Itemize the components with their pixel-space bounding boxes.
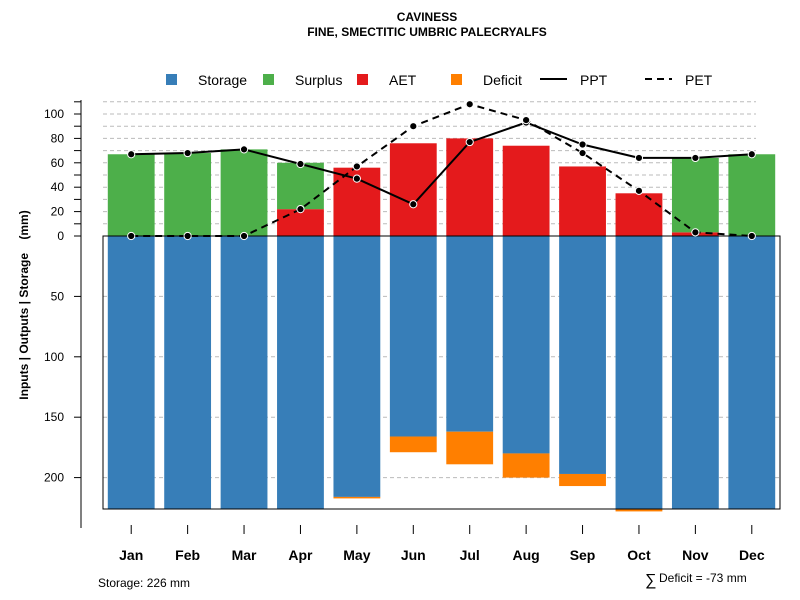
storage-bar-jan	[107, 236, 155, 509]
storage-note: Storage: 226 mm	[98, 576, 190, 590]
aet-bar-oct	[615, 193, 663, 236]
y-tick-label: 100	[44, 350, 64, 364]
pet-point-dec	[747, 231, 756, 241]
aet-bar-apr	[277, 209, 324, 236]
surplus-bar-dec	[728, 154, 776, 236]
deficit-bar-may	[333, 496, 381, 499]
aet-bar-aug	[502, 145, 550, 236]
pet-point-feb	[183, 231, 192, 241]
deficit-bar-jun	[389, 436, 437, 453]
surplus-bar-feb	[164, 153, 212, 236]
x-tick-label-jul: Jul	[460, 547, 480, 563]
storage-bar-mar	[220, 236, 268, 509]
x-tick-label-mar: Mar	[232, 547, 257, 563]
legend-swatch-deficit	[451, 74, 462, 85]
pet-point-may	[352, 162, 361, 171]
ppt-point-dec	[747, 150, 756, 159]
pet-point-jan	[127, 231, 136, 241]
ppt-point-nov	[691, 153, 700, 163]
ppt-point-feb	[183, 148, 192, 158]
y-tick-label: 50	[51, 289, 65, 303]
axes: 0 20 40 60 80 100 50 100 150 200 Jan Feb Mar Apr May Ju…	[44, 100, 765, 563]
deficit-symbol: ∑	[645, 572, 656, 589]
ppt-point-may	[352, 174, 361, 183]
ppt-point-jun	[409, 200, 418, 209]
storage-bar-feb	[164, 236, 212, 509]
pet-point-jul	[465, 100, 474, 109]
storage-bar-oct	[615, 236, 663, 509]
x-tick-label-aug: Aug	[513, 547, 540, 563]
pet-point-mar	[239, 231, 249, 241]
x-tick-label-jun: Jun	[401, 547, 426, 563]
surplus-bar-apr	[277, 162, 324, 210]
storage-bar-apr	[277, 236, 324, 509]
deficit-bar-aug	[502, 453, 550, 478]
pet-line	[131, 103, 752, 237]
legend-swatch-surplus	[263, 74, 274, 85]
aet-bar-jun	[389, 143, 437, 236]
ppt-point-apr	[296, 159, 305, 169]
storage-bar-nov	[671, 236, 719, 509]
pet-point-nov	[691, 228, 700, 237]
surplus-bar-mar	[220, 149, 268, 236]
storage-bar-dec	[728, 236, 776, 509]
plot-frame	[102, 235, 781, 510]
pet-point-apr	[296, 205, 305, 214]
x-tick-label-may: May	[343, 547, 370, 563]
x-tick-label-oct: Oct	[627, 547, 651, 563]
deficit-bar-sep	[559, 473, 606, 487]
y-tick-label: 20	[51, 205, 65, 219]
ppt-point-oct	[634, 153, 644, 163]
surplus-bar-jan	[107, 154, 155, 236]
pet-point-jun	[409, 122, 418, 131]
y-tick-label: 0	[57, 229, 64, 243]
y-tick-label: 200	[44, 471, 64, 485]
legend-label-pet: PET	[685, 72, 713, 88]
chart-title: CAVINESS	[397, 10, 457, 24]
storage-bar-jul	[446, 236, 494, 432]
pet-point-aug	[522, 116, 531, 125]
legend-label-ppt: PPT	[580, 72, 608, 88]
x-tick-label-jan: Jan	[119, 547, 143, 563]
ppt-point-jan	[127, 150, 136, 159]
legend-label-aet: AET	[389, 72, 417, 88]
x-tick-label-dec: Dec	[739, 547, 765, 563]
legend-swatch-aet	[357, 74, 368, 85]
y-tick-label: 150	[44, 410, 64, 424]
legend-label-storage: Storage	[198, 72, 247, 88]
bars	[107, 138, 776, 512]
x-tick-label-apr: Apr	[288, 547, 313, 563]
y-tick-label: 40	[51, 180, 65, 194]
y-axis-label: Inputs | Outputs | Storage (mm)	[17, 210, 31, 399]
pet-point-sep	[578, 148, 587, 158]
legend-label-deficit: Deficit	[483, 72, 522, 88]
storage-bar-may	[333, 236, 381, 497]
pet-point-oct	[634, 186, 644, 195]
ppt-line	[131, 121, 752, 206]
ppt-point-sep	[578, 140, 587, 149]
ppt-point-mar	[239, 145, 249, 154]
deficit-bar-jul	[446, 431, 494, 465]
x-tick-label-nov: Nov	[682, 547, 709, 563]
x-tick-label-feb: Feb	[175, 547, 200, 563]
storage-bar-sep	[559, 236, 606, 474]
legend: Storage Surplus AET Deficit PPT PET	[166, 72, 713, 88]
x-tick-label-sep: Sep	[570, 547, 596, 563]
aet-bar-sep	[559, 166, 606, 236]
aet-bar-jul	[446, 138, 494, 236]
legend-swatch-storage	[166, 74, 177, 85]
legend-label-surplus: Surplus	[295, 72, 342, 88]
storage-bar-aug	[502, 236, 550, 454]
y-tick-label: 80	[51, 131, 65, 145]
chart-subtitle: FINE, SMECTITIC UMBRIC PALECRYALFS	[307, 25, 547, 39]
y-tick-label: 100	[44, 107, 64, 121]
y-tick-label: 60	[51, 156, 65, 170]
deficit-bar-oct	[615, 509, 663, 512]
storage-bar-jun	[389, 236, 437, 437]
deficit-note: Deficit = -73 mm	[659, 571, 747, 585]
ppt-point-jul	[465, 137, 474, 147]
lines	[127, 100, 756, 241]
